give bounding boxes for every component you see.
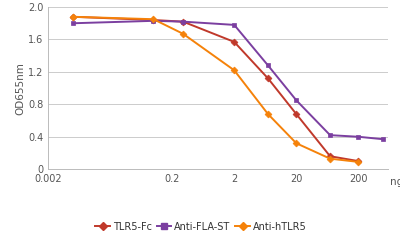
- Text: ng/ml: ng/ml: [390, 177, 400, 187]
- Legend: TLR5-Fc, Anti-FLA-ST, Anti-hTLR5: TLR5-Fc, Anti-FLA-ST, Anti-hTLR5: [92, 218, 310, 235]
- Y-axis label: OD655nm: OD655nm: [15, 62, 25, 115]
